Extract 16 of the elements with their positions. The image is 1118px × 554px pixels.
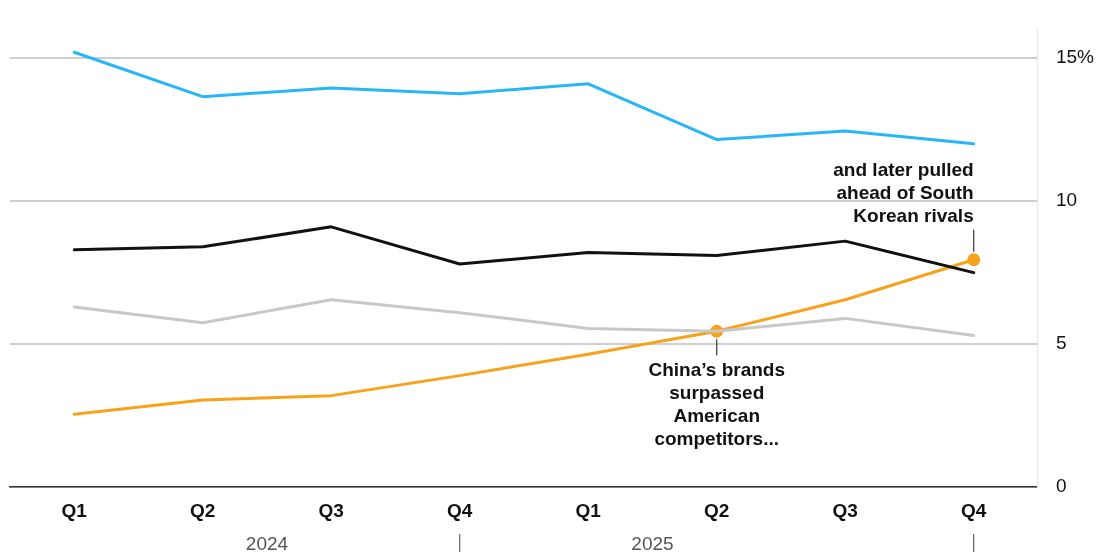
annotation: China’s brands surpassed American competitors... (648, 359, 785, 450)
text: 2025 (631, 533, 674, 554)
x-tick-label: Q3 (832, 499, 858, 521)
x-tick-label: Q4 (961, 499, 987, 521)
x-tick-label: Q1 (575, 499, 602, 521)
x-tick-label: Q1 (61, 499, 88, 521)
y-tick-label: 0 (1055, 475, 1067, 497)
text: 2024 (245, 533, 289, 554)
x-tick-label: Q3 (318, 499, 344, 521)
annotation: and later pulled ahead of South Korean rivals (833, 158, 974, 226)
y-tick-label: 10 (1055, 189, 1078, 211)
y-tick-label: 5 (1055, 332, 1067, 354)
y-tick-label: 15% (1055, 46, 1095, 68)
x-tick-label: Q2 (704, 499, 730, 521)
x-tick-label: Q4 (447, 499, 473, 521)
x-tick-label: Q2 (190, 499, 216, 521)
